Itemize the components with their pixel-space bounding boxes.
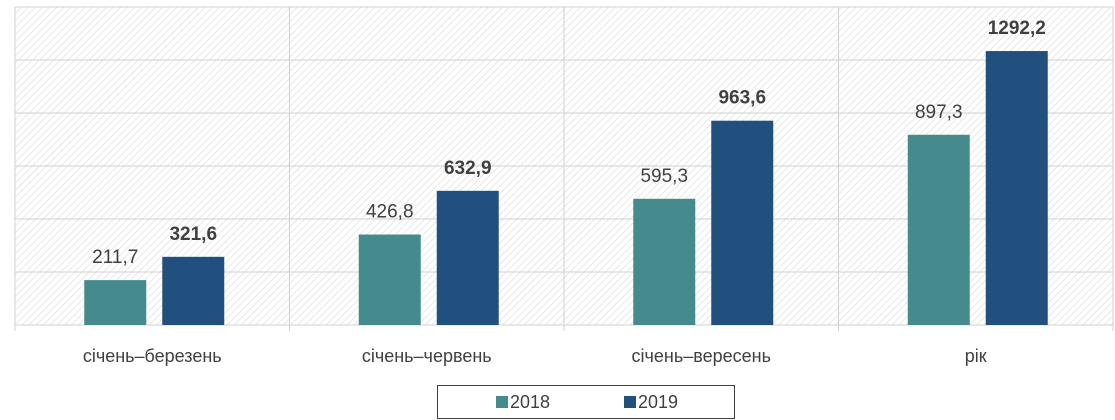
bar — [162, 256, 225, 325]
legend-label: 2019 — [638, 392, 678, 412]
data-label: 963,6 — [718, 88, 766, 109]
bar — [907, 134, 970, 325]
bar — [84, 280, 147, 325]
data-label: 897,3 — [915, 102, 963, 123]
legend-box — [437, 385, 735, 419]
x-tick-label: січень–вересень — [632, 346, 771, 366]
legend-label: 2018 — [510, 392, 550, 412]
data-label: 426,8 — [366, 202, 414, 223]
x-tick-label: січень–березень — [83, 346, 222, 366]
legend-swatch — [496, 396, 508, 408]
legend-swatch — [624, 396, 636, 408]
data-label: 211,7 — [92, 247, 138, 268]
bar — [436, 190, 499, 325]
bar — [711, 120, 774, 325]
data-label: 321,6 — [169, 224, 217, 245]
bar — [985, 51, 1048, 326]
x-tick-label: рік — [965, 346, 987, 366]
data-label: 595,3 — [640, 166, 688, 187]
bar — [633, 198, 696, 325]
data-label: 1292,2 — [988, 18, 1046, 39]
bar — [358, 234, 421, 325]
data-label: 632,9 — [444, 158, 492, 179]
x-tick-label: січень–червень — [362, 346, 492, 366]
